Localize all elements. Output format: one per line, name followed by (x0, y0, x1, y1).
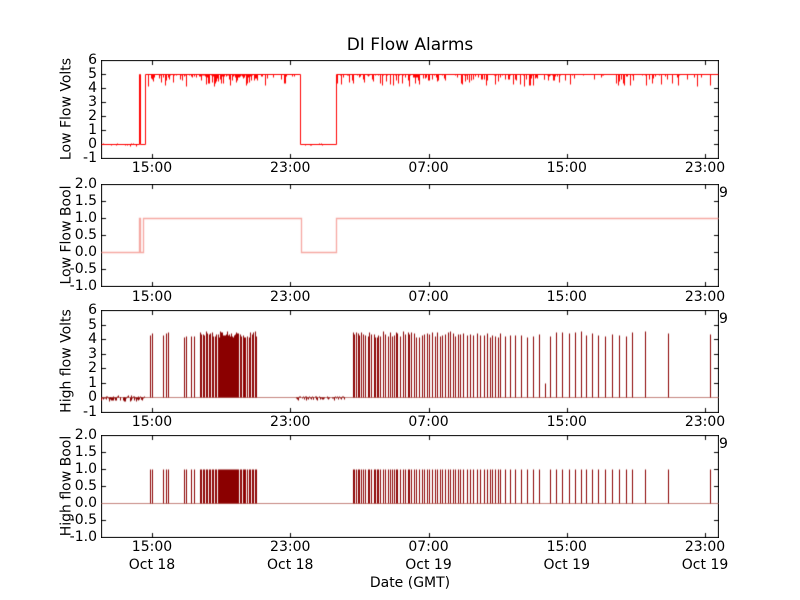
clipped-date-label-1: 9 (719, 185, 728, 201)
plot-canvas-high-flow-bool (101, 435, 719, 538)
x-date-label: Oct 18 (128, 557, 176, 573)
y-tick-label: 3 (88, 94, 97, 110)
x-tick-label: 15:00 (131, 539, 173, 555)
x-tick-label: 23:00 (684, 160, 726, 176)
x-date-label: Oct 19 (543, 557, 590, 573)
y-tick-label: 4 (88, 80, 97, 96)
y-tick-label: -0.5 (69, 512, 97, 528)
y-tick-label: 6 (88, 52, 97, 68)
y-tick-label: -1.0 (69, 529, 97, 545)
x-tick-label: 23:00 (270, 160, 311, 176)
y-tick-label: 0.0 (74, 244, 97, 260)
x-tick-label: 07:00 (408, 539, 449, 555)
plot-canvas-low-flow-volts (101, 60, 719, 159)
plot-canvas-low-flow-bool (101, 184, 719, 287)
x-axis-label: Date (GMT) (369, 575, 451, 591)
y-tick-label: 0.0 (74, 495, 97, 511)
y-tick-label: 1 (88, 122, 97, 138)
clipped-date-label-3: 9 (719, 436, 728, 452)
y-tick-label: 5 (88, 316, 97, 333)
x-tick-label: 07:00 (408, 160, 449, 176)
x-tick-label: 23:00 (684, 414, 726, 430)
x-tick-label: 23:00 (270, 289, 311, 305)
y-tick-label: -1 (83, 150, 97, 166)
plot-canvas-high-flow-volts (101, 310, 719, 413)
y-tick-label: 0 (88, 136, 97, 152)
x-tick-label: 23:00 (270, 539, 311, 555)
x-tick-label: 15:00 (131, 289, 173, 305)
x-date-label: Oct 19 (681, 557, 729, 573)
x-tick-label: 15:00 (131, 160, 173, 176)
x-tick-label: 15:00 (131, 414, 173, 430)
y-tick-label: 3 (88, 345, 97, 362)
y-tick-label: 6 (88, 302, 97, 318)
y-tick-label: 2 (88, 108, 97, 124)
y-tick-label: 4 (88, 331, 97, 348)
y-tick-label: 0.5 (74, 478, 97, 494)
x-date-label: Oct 19 (405, 557, 452, 573)
y-tick-label: 0.5 (74, 227, 97, 243)
x-tick-label: 23:00 (684, 539, 726, 555)
y-tick-label: 1.5 (74, 193, 97, 209)
x-tick-label: 15:00 (546, 539, 587, 555)
x-date-label: Oct 18 (266, 557, 314, 573)
y-tick-label: 1 (88, 374, 97, 391)
x-tick-label: 15:00 (546, 414, 587, 430)
x-tick-label: 15:00 (546, 289, 587, 305)
y-tick-label: 1.0 (74, 210, 97, 226)
x-tick-label: 15:00 (546, 160, 587, 176)
x-tick-label: 07:00 (408, 289, 449, 305)
y-tick-label: 1.5 (74, 444, 97, 460)
y-tick-label: 2 (88, 360, 97, 377)
x-tick-label: 07:00 (408, 414, 449, 430)
chart-title: DI Flow Alarms (346, 35, 474, 55)
x-tick-label: 23:00 (684, 289, 726, 305)
y-tick-label: 2.0 (74, 427, 97, 443)
y-tick-label: -1 (83, 404, 97, 420)
y-tick-label: 0 (88, 389, 97, 406)
y-tick-label: -0.5 (69, 261, 97, 277)
clipped-date-label-2: 9 (719, 311, 728, 327)
y-tick-label: 2.0 (74, 176, 97, 192)
y-tick-label: 5 (88, 66, 97, 82)
y-tick-label: 1.0 (74, 461, 97, 477)
y-tick-label: -1.0 (69, 278, 97, 294)
x-tick-label: 23:00 (270, 414, 311, 430)
